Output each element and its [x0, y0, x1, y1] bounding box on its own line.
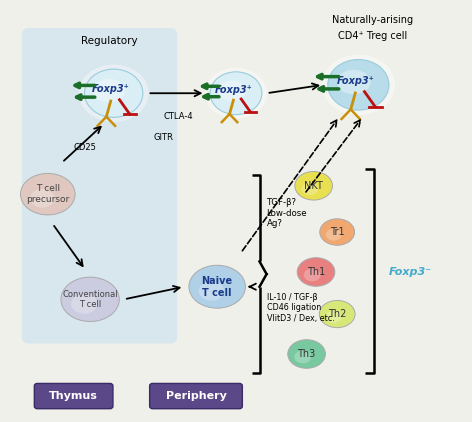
Text: Foxp3⁻: Foxp3⁻ [389, 267, 432, 277]
FancyBboxPatch shape [22, 28, 177, 344]
Text: GITR: GITR [154, 133, 174, 142]
Ellipse shape [93, 79, 125, 103]
Ellipse shape [218, 81, 246, 101]
Text: Tr1: Tr1 [330, 227, 345, 237]
Text: Th1: Th1 [307, 267, 325, 277]
Text: Naive
T cell: Naive T cell [202, 276, 233, 298]
Ellipse shape [79, 65, 149, 122]
Ellipse shape [288, 340, 325, 368]
Text: Foxp3⁺: Foxp3⁺ [337, 76, 374, 86]
Ellipse shape [61, 277, 119, 322]
Text: Naturally-arising: Naturally-arising [332, 15, 413, 24]
Text: T cell
precursor: T cell precursor [26, 184, 69, 204]
Ellipse shape [295, 350, 312, 363]
Text: CD4⁺ Treg cell: CD4⁺ Treg cell [338, 32, 407, 41]
Ellipse shape [302, 182, 318, 195]
Text: CD25: CD25 [74, 143, 96, 152]
Ellipse shape [337, 70, 371, 95]
Ellipse shape [84, 69, 143, 117]
Ellipse shape [30, 189, 55, 208]
Ellipse shape [304, 268, 320, 281]
Text: Th3: Th3 [297, 349, 316, 359]
Ellipse shape [297, 258, 335, 286]
Text: Thymus: Thymus [49, 391, 98, 401]
FancyBboxPatch shape [34, 384, 113, 408]
Ellipse shape [326, 229, 342, 241]
Text: Periphery: Periphery [166, 391, 227, 401]
Ellipse shape [295, 171, 332, 200]
Text: IL-10 / TGF-β
CD46 ligation
VlitD3 / Dex, etc.: IL-10 / TGF-β CD46 ligation VlitD3 / Dex… [267, 293, 334, 323]
Ellipse shape [71, 294, 97, 314]
Ellipse shape [189, 265, 245, 308]
Ellipse shape [210, 72, 262, 115]
Ellipse shape [320, 219, 354, 245]
Ellipse shape [205, 68, 267, 119]
Text: NKT: NKT [304, 181, 323, 191]
FancyBboxPatch shape [150, 384, 242, 408]
Text: CTLA-4: CTLA-4 [163, 112, 193, 121]
Ellipse shape [199, 281, 224, 300]
Text: Regulatory: Regulatory [81, 35, 137, 46]
Text: TGF-β?
Low-dose
Ag?: TGF-β? Low-dose Ag? [267, 198, 307, 228]
Ellipse shape [328, 60, 389, 110]
Ellipse shape [20, 173, 75, 215]
Ellipse shape [321, 55, 395, 115]
Text: Foxp3⁺: Foxp3⁺ [92, 84, 130, 95]
Ellipse shape [319, 300, 355, 327]
Text: Foxp3⁺: Foxp3⁺ [215, 85, 253, 95]
Ellipse shape [326, 311, 342, 323]
Text: Conventional
T cell: Conventional T cell [62, 289, 118, 309]
Text: Th2: Th2 [328, 309, 346, 319]
